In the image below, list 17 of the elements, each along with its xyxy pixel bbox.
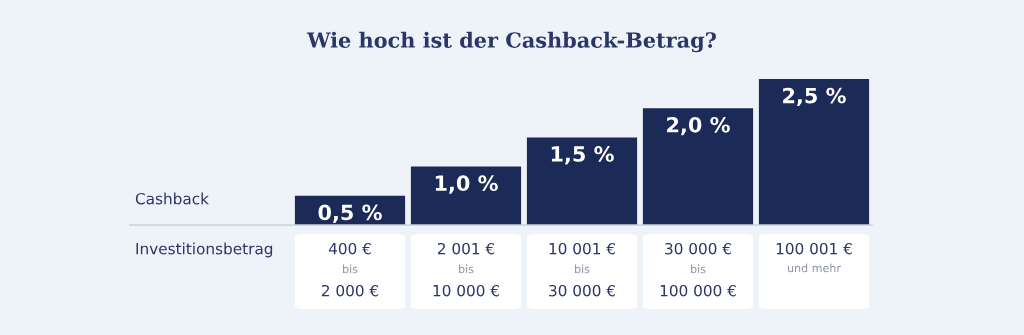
x-tick-label: 10 001 € bis 30 000 €	[549, 242, 615, 297]
text: Cashback	[135, 192, 209, 205]
text: Investitionsbetrag	[136, 242, 273, 258]
data-label: 2,0 %	[667, 116, 730, 136]
bar	[758, 79, 870, 225]
data-label: 1,0 %	[435, 175, 498, 194]
data-label: 2,5 %	[783, 87, 846, 107]
bar	[410, 166, 522, 225]
x-tick-label: 400 € bis 2 000 €	[321, 242, 379, 297]
data-label: 1,5 %	[551, 146, 614, 165]
bar	[642, 108, 754, 225]
x-tick-label: 100 001 € und mehr	[776, 242, 852, 273]
bar	[526, 137, 638, 225]
chart-title: Wie hoch ist der Cashback-Betrag?	[306, 31, 716, 53]
x-tick-label: 2 001 € bis 10 000 €	[433, 242, 499, 297]
data-label: 0,5 %	[318, 204, 382, 223]
x-tick-label: 30 000 € bis 100 000 €	[660, 242, 736, 297]
